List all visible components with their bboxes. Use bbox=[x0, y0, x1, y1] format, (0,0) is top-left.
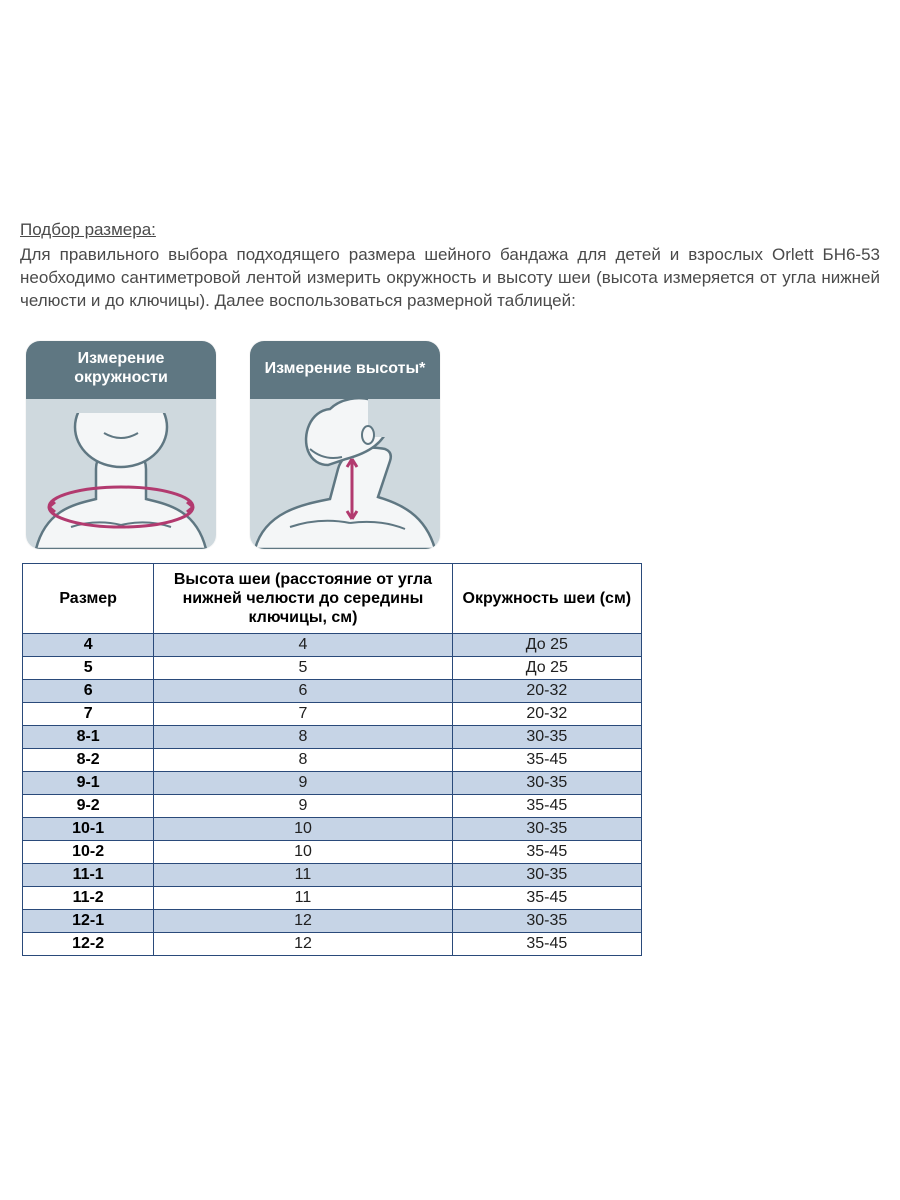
cell-size: 6 bbox=[23, 680, 154, 703]
card-height-title: Измерение высоты* bbox=[250, 341, 440, 399]
cell-size: 10-2 bbox=[23, 841, 154, 864]
card-circumference-title: Измерение окружности bbox=[26, 341, 216, 399]
cell-size: 12-1 bbox=[23, 910, 154, 933]
cell-size: 8-1 bbox=[23, 726, 154, 749]
cell-size: 12-2 bbox=[23, 933, 154, 956]
table-row: 12-21235-45 bbox=[23, 933, 642, 956]
cell-height: 11 bbox=[154, 887, 452, 910]
cell-size: 7 bbox=[23, 703, 154, 726]
table-row: 9-2935-45 bbox=[23, 795, 642, 818]
cell-circ: 20-32 bbox=[452, 680, 641, 703]
cell-height: 5 bbox=[154, 657, 452, 680]
card-circumference: Измерение окружности bbox=[26, 341, 216, 549]
cell-height: 9 bbox=[154, 772, 452, 795]
cell-circ: 30-35 bbox=[452, 910, 641, 933]
cell-size: 9-2 bbox=[23, 795, 154, 818]
cell-height: 4 bbox=[154, 634, 452, 657]
table-row: 8-1830-35 bbox=[23, 726, 642, 749]
table-row: 10-11030-35 bbox=[23, 818, 642, 841]
table-row: 55До 25 bbox=[23, 657, 642, 680]
cell-height: 8 bbox=[154, 726, 452, 749]
cell-size: 4 bbox=[23, 634, 154, 657]
cell-circ: 30-35 bbox=[452, 726, 641, 749]
cell-circ: 35-45 bbox=[452, 795, 641, 818]
section-heading: Подбор размера: bbox=[20, 220, 880, 240]
col-header-size: Размер bbox=[23, 563, 154, 634]
table-row: 9-1930-35 bbox=[23, 772, 642, 795]
cell-circ: До 25 bbox=[452, 634, 641, 657]
cell-height: 10 bbox=[154, 818, 452, 841]
table-header-row: Размер Высота шеи (расстояние от угла ни… bbox=[23, 563, 642, 634]
cell-height: 9 bbox=[154, 795, 452, 818]
cell-size: 9-1 bbox=[23, 772, 154, 795]
cell-circ: 35-45 bbox=[452, 841, 641, 864]
card-height-illustration bbox=[250, 399, 440, 549]
cell-height: 10 bbox=[154, 841, 452, 864]
cell-height: 12 bbox=[154, 933, 452, 956]
card-circumference-illustration bbox=[26, 399, 216, 549]
cell-size: 5 bbox=[23, 657, 154, 680]
cell-height: 6 bbox=[154, 680, 452, 703]
cell-circ: 35-45 bbox=[452, 749, 641, 772]
cell-circ: 20-32 bbox=[452, 703, 641, 726]
card-height: Измерение высоты* bbox=[250, 341, 440, 549]
size-table: Размер Высота шеи (расстояние от угла ни… bbox=[22, 563, 642, 957]
intro-paragraph: Для правильного выбора подходящего разме… bbox=[20, 244, 880, 313]
cell-height: 11 bbox=[154, 864, 452, 887]
cell-height: 12 bbox=[154, 910, 452, 933]
cell-size: 8-2 bbox=[23, 749, 154, 772]
cell-circ: 35-45 bbox=[452, 933, 641, 956]
cell-size: 11-2 bbox=[23, 887, 154, 910]
cell-circ: 30-35 bbox=[452, 818, 641, 841]
cell-size: 10-1 bbox=[23, 818, 154, 841]
table-row: 44До 25 bbox=[23, 634, 642, 657]
table-row: 6620-32 bbox=[23, 680, 642, 703]
measurement-diagrams: Измерение окружности bbox=[26, 341, 880, 549]
table-row: 11-11130-35 bbox=[23, 864, 642, 887]
table-row: 11-21135-45 bbox=[23, 887, 642, 910]
cell-circ: До 25 bbox=[452, 657, 641, 680]
cell-circ: 30-35 bbox=[452, 864, 641, 887]
table-row: 8-2835-45 bbox=[23, 749, 642, 772]
table-row: 7720-32 bbox=[23, 703, 642, 726]
cell-height: 7 bbox=[154, 703, 452, 726]
cell-circ: 30-35 bbox=[452, 772, 641, 795]
table-row: 10-21035-45 bbox=[23, 841, 642, 864]
cell-height: 8 bbox=[154, 749, 452, 772]
cell-size: 11-1 bbox=[23, 864, 154, 887]
col-header-circ: Окружность шеи (см) bbox=[452, 563, 641, 634]
col-header-height: Высота шеи (расстояние от угла нижней че… bbox=[154, 563, 452, 634]
table-row: 12-11230-35 bbox=[23, 910, 642, 933]
cell-circ: 35-45 bbox=[452, 887, 641, 910]
